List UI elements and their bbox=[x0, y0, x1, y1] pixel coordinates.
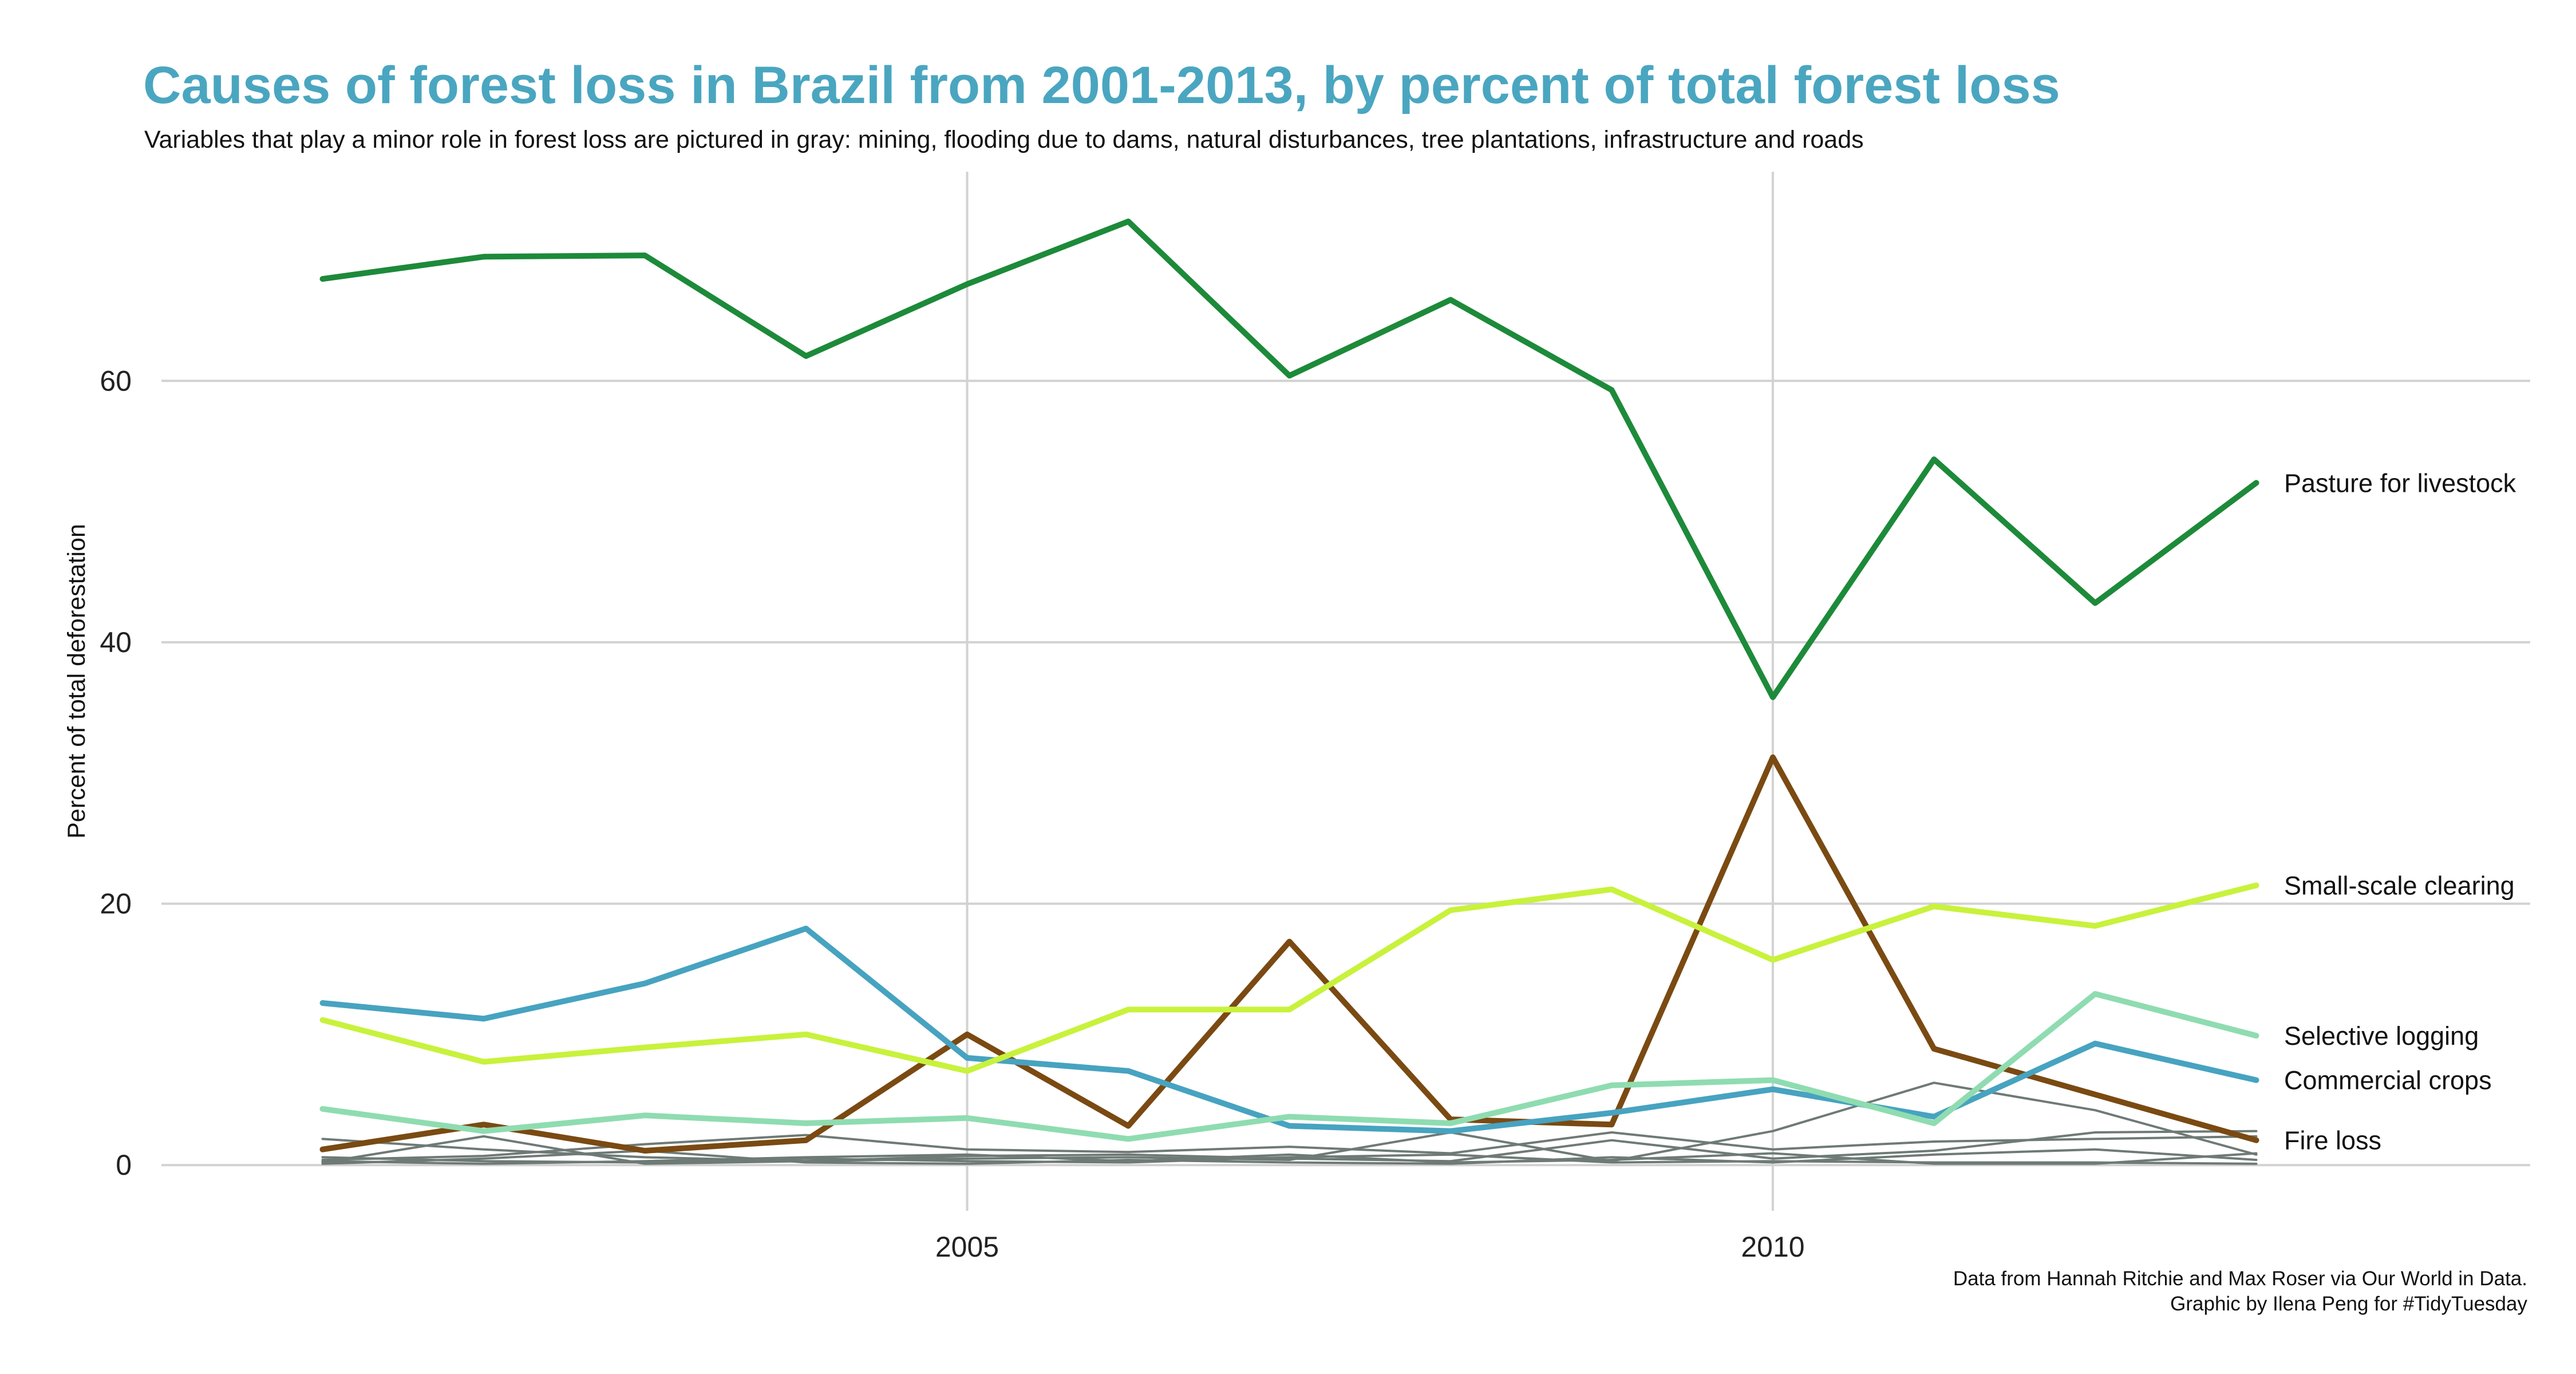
chart-title: Causes of forest loss in Brazil from 200… bbox=[143, 56, 2060, 114]
minor-series-line bbox=[321, 1081, 2258, 1165]
caption: Data from Hannah Ritchie and Max Roser v… bbox=[1953, 1268, 2528, 1315]
y-tick-label: 40 bbox=[100, 626, 132, 658]
series-label-pasture-for-livestock: Pasture for livestock bbox=[2284, 468, 2516, 498]
caption-line: Data from Hannah Ritchie and Max Roser v… bbox=[1953, 1268, 2527, 1290]
chart-subtitle: Variables that play a minor role in fore… bbox=[144, 126, 1864, 153]
series-label-small-scale-clearing: Small-scale clearing bbox=[2284, 871, 2515, 901]
series-label-fire-loss: Fire loss bbox=[2284, 1126, 2381, 1155]
series-label-commercial-crops: Commercial crops bbox=[2284, 1066, 2492, 1095]
series-line-small-scale-clearing bbox=[319, 882, 2259, 1074]
caption-line: Graphic by Ilena Peng for #TidyTuesday bbox=[2170, 1293, 2527, 1315]
y-axis-label: Percent of total deforestation bbox=[63, 524, 90, 839]
y-tick-label: 20 bbox=[100, 887, 132, 919]
minor-series-line bbox=[321, 1153, 2258, 1165]
y-tick-label: 60 bbox=[100, 365, 132, 397]
minor-series-line bbox=[321, 1131, 2258, 1161]
grid bbox=[161, 172, 2530, 1211]
series-line-fire-loss bbox=[319, 754, 2259, 1154]
y-tick-label: 0 bbox=[116, 1149, 132, 1181]
minor-series-line bbox=[321, 1130, 2258, 1163]
series-labels: Pasture for livestock Small-scale clearin… bbox=[2284, 468, 2516, 1155]
series-line-commercial-crops bbox=[319, 925, 2259, 1134]
series-label-selective-logging: Selective logging bbox=[2284, 1021, 2479, 1051]
series-line-selective-logging bbox=[319, 991, 2259, 1142]
minor-series-line bbox=[321, 1152, 2258, 1165]
major-series-lines bbox=[319, 218, 2259, 1154]
y-axis-ticks: 0 20 40 60 bbox=[100, 365, 132, 1181]
x-tick-label: 2010 bbox=[1741, 1231, 1804, 1263]
x-tick-label: 2005 bbox=[935, 1231, 999, 1263]
series-line-pasture-for-livestock bbox=[319, 218, 2259, 700]
x-axis-ticks: 2005 2010 bbox=[935, 1231, 1805, 1263]
